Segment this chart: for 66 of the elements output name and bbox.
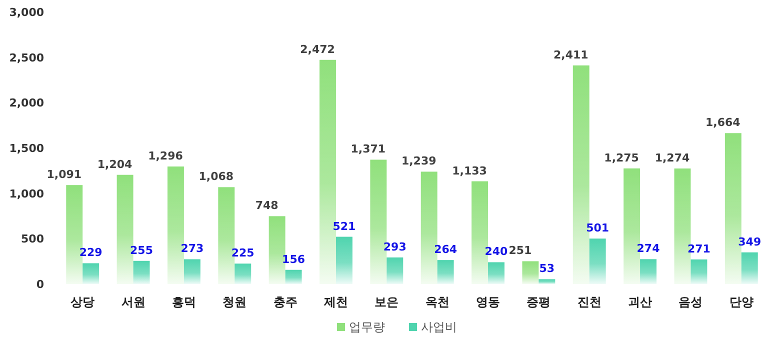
data-label: 251 (508, 244, 532, 258)
bar (741, 252, 758, 284)
data-label: 271 (687, 242, 710, 256)
y-tick-label: 0 (36, 278, 44, 291)
data-label: 501 (586, 222, 610, 235)
bar (234, 264, 252, 284)
bar (184, 259, 200, 284)
bar (538, 279, 556, 284)
bar (285, 270, 302, 284)
bar (386, 257, 404, 284)
x-tick-label: 진천 (577, 295, 602, 309)
y-tick-label: 2,500 (9, 51, 44, 64)
bar (82, 263, 100, 284)
x-tick-label: 옥천 (425, 295, 450, 309)
bar (589, 238, 606, 284)
legend-label: 업무량 (349, 320, 385, 334)
data-label: 1,274 (654, 151, 690, 164)
x-tick-label: 단양 (729, 295, 754, 309)
bar (640, 259, 657, 284)
x-tick-label: 제천 (322, 295, 348, 309)
bar (488, 262, 504, 284)
data-label: 2,472 (300, 42, 335, 56)
data-label: 255 (130, 244, 153, 257)
data-label: 273 (180, 242, 204, 256)
data-label: 156 (282, 252, 306, 266)
x-tick-label: 흥덕 (172, 295, 196, 309)
data-label: 521 (332, 220, 356, 233)
y-tick-label: 1,500 (9, 142, 44, 155)
legend-label: 사업비 (421, 320, 457, 334)
x-tick-label: 괴산 (628, 295, 652, 309)
y-tick-label: 2,000 (9, 96, 44, 110)
x-tick-label: 상당 (70, 295, 95, 309)
data-label: 240 (484, 245, 508, 258)
x-tick-label: 영동 (476, 295, 500, 309)
data-label: 1,133 (452, 164, 487, 178)
data-label: 1,275 (604, 151, 639, 164)
data-label: 1,664 (706, 116, 741, 130)
data-label: 1,204 (97, 158, 133, 171)
bar (133, 260, 150, 284)
x-tick-label: 청원 (222, 295, 247, 309)
data-label: 274 (636, 242, 660, 256)
data-label: 1,239 (401, 154, 436, 168)
data-label: 748 (255, 199, 278, 212)
bar (437, 260, 454, 284)
x-tick-label: 증평 (526, 295, 551, 309)
data-label: 293 (383, 240, 406, 254)
y-tick-label: 3,000 (9, 6, 44, 19)
data-label: 1,371 (350, 142, 386, 156)
y-tick-label: 1,000 (9, 187, 44, 200)
bar (336, 236, 352, 284)
data-label: 1,091 (46, 168, 82, 182)
x-tick-label: 음성 (678, 295, 703, 309)
x-tick-label: 충주 (273, 295, 298, 309)
x-tick-label: 보은 (374, 295, 399, 309)
y-tick-label: 500 (21, 232, 44, 246)
data-label: 1,068 (198, 170, 234, 184)
bar (690, 259, 708, 284)
data-label: 2,411 (554, 48, 588, 62)
data-label: 349 (738, 235, 762, 248)
data-label: 53 (539, 262, 555, 276)
data-label: 264 (434, 243, 458, 256)
data-label: 225 (231, 246, 254, 260)
data-label: 229 (79, 246, 102, 260)
data-label: 1,296 (148, 149, 184, 162)
bar (522, 261, 539, 284)
x-tick-label: 서원 (121, 295, 146, 309)
